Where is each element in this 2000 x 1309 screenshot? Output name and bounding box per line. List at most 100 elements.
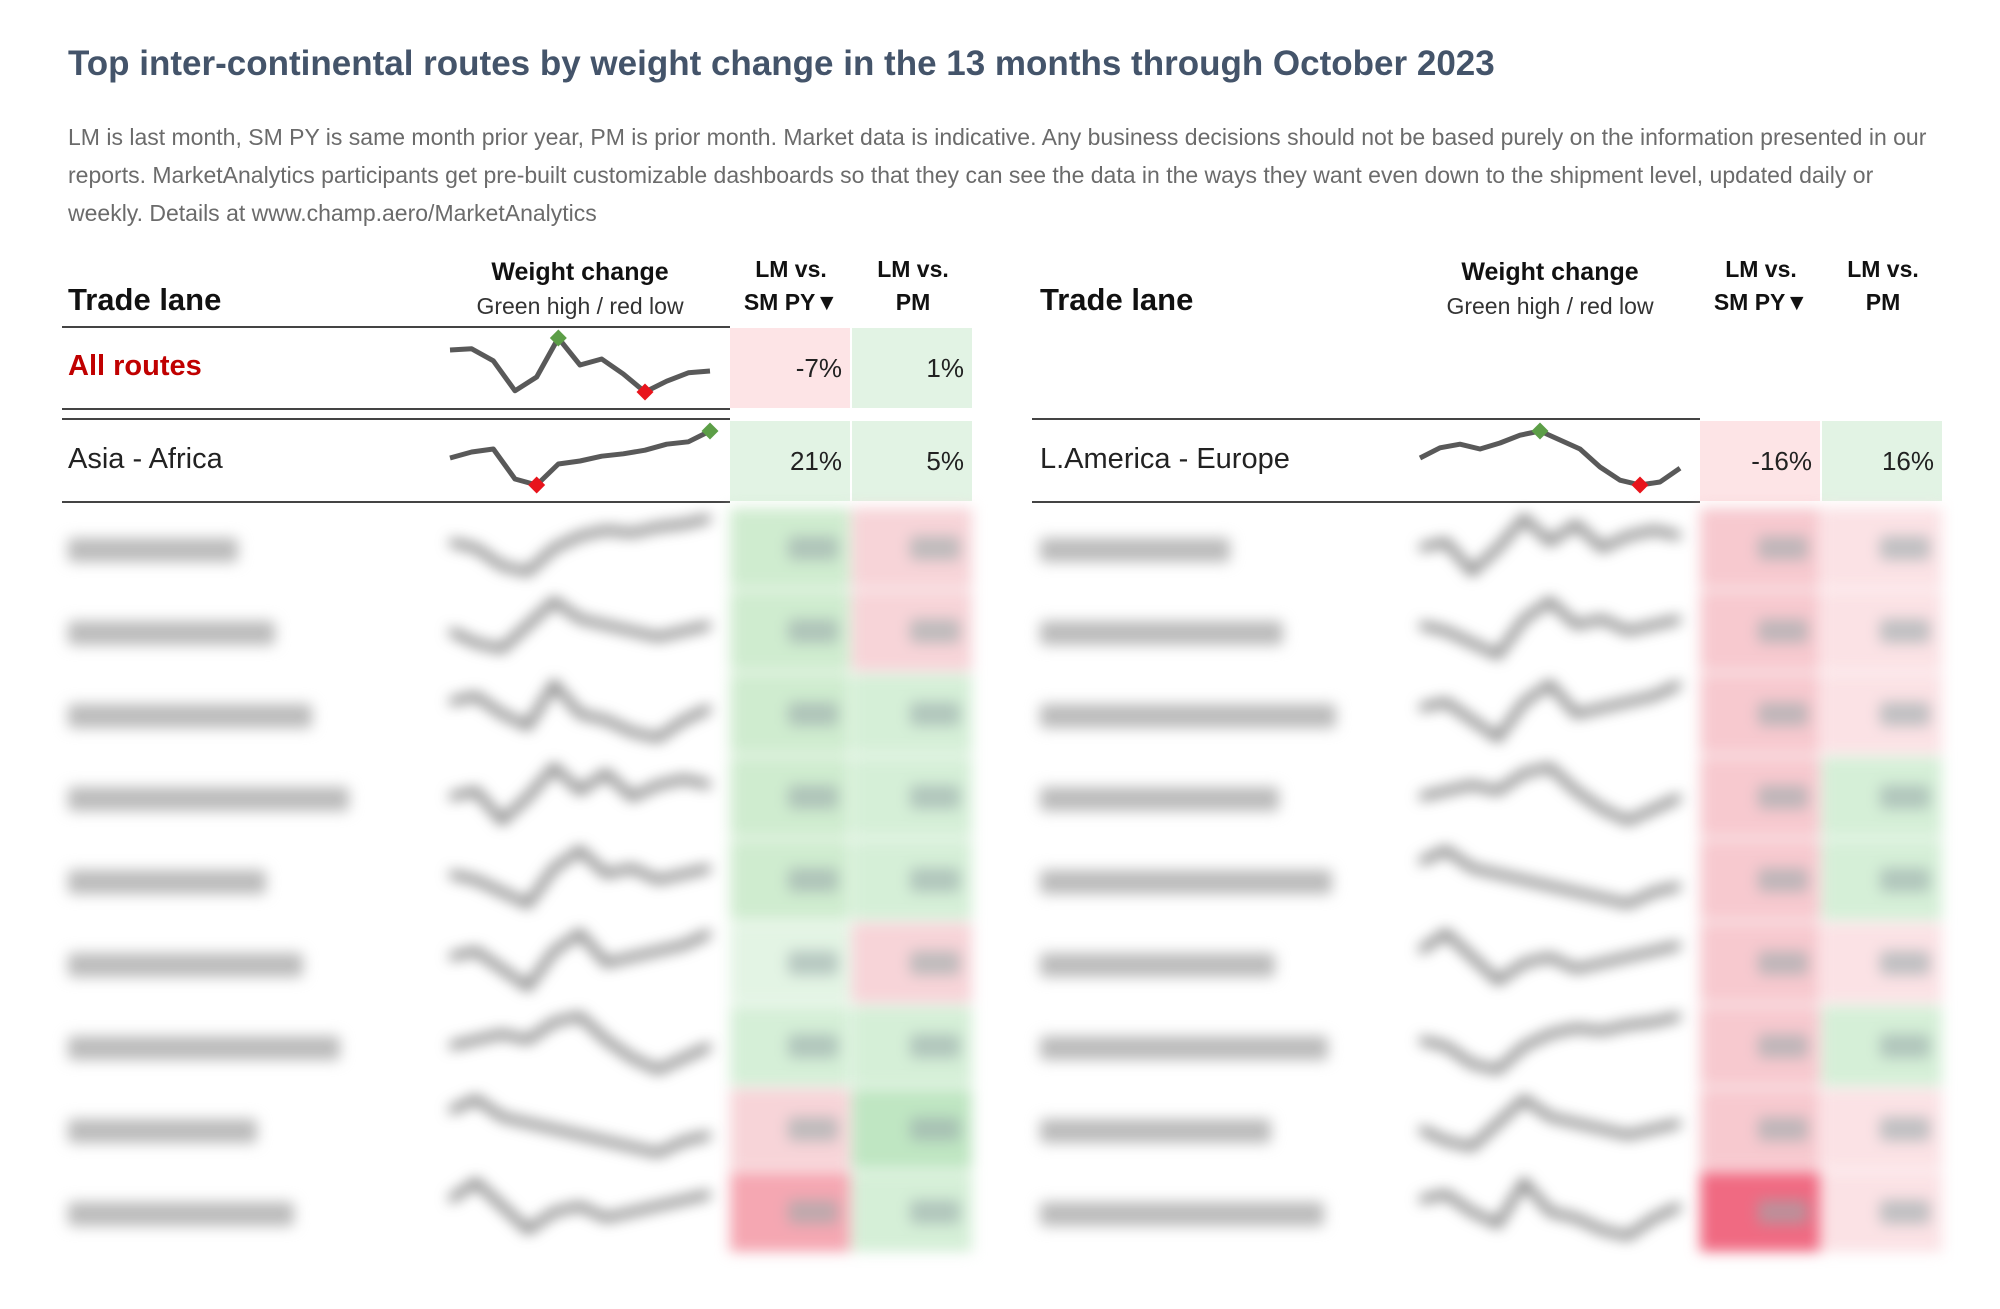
blurred-cell-value (1880, 951, 1930, 975)
chart-description: LM is last month, SM PY is same month pr… (68, 124, 1927, 226)
blurred-cell-value (1880, 868, 1930, 892)
right-trade-lane-header: Trade lane (1040, 282, 1194, 317)
blurred-cell (852, 1172, 972, 1252)
blurred-sparkline-line (1419, 763, 1682, 825)
blurred-sparkline (448, 1178, 711, 1234)
blurred-cell (1822, 923, 1942, 1003)
blurred-sparkline (449, 846, 711, 908)
blurred-sparkline-line (449, 846, 711, 908)
right-weight-change-title: Weight change (1461, 258, 1639, 286)
left-weight-change-subtitle: Green high / red low (476, 293, 684, 319)
cell-all-routes-lm-vs-pm: 1% (852, 328, 972, 408)
blurred-cell-value (788, 1034, 838, 1058)
blurred-cell-value (1758, 951, 1808, 975)
blurred-cell-value (1758, 1117, 1808, 1141)
right-lm-vs-smpy-line2: SM PY▼ (1713, 289, 1809, 315)
blurred-cell-value (1880, 1200, 1930, 1224)
blurred-sparkline (1418, 929, 1681, 985)
blurred-text (1040, 787, 1279, 811)
left-weight-change-title: Weight change (491, 258, 669, 286)
blurred-cell (730, 1006, 850, 1086)
blurred-cell-value (1758, 702, 1808, 726)
blurred-cell (730, 840, 850, 920)
blurred-sparkline-line (449, 929, 712, 992)
blurred-sparkline (1418, 846, 1681, 908)
blurred-text (68, 538, 238, 562)
blurred-sparkline-line (1419, 680, 1682, 743)
blurred-cell (852, 508, 972, 588)
blurred-cell (730, 674, 850, 754)
blurred-cell-value (910, 702, 960, 726)
blurred-text (1040, 621, 1283, 645)
blurred-cell (1700, 923, 1820, 1003)
blurred-sparkline-line (1418, 929, 1681, 985)
blurred-text (1040, 870, 1332, 894)
left-lm-vs-smpy-line2: SM PY▼ (743, 289, 839, 315)
blurred-cell-value (1758, 868, 1808, 892)
blurred-text (1040, 1036, 1328, 1060)
blurred-cell (852, 1089, 972, 1169)
blurred-cell (1700, 1089, 1820, 1169)
blurred-cell-value (910, 868, 960, 892)
cell-all-routes-lm-vs-smpy: -7% (730, 328, 850, 408)
row-lane-latin-america-europe: L.America - Europe (1040, 443, 1290, 475)
blurred-text (1040, 538, 1230, 562)
blurred-text (1040, 1119, 1271, 1143)
blurred-cell (730, 591, 850, 671)
blurred-cell-value (788, 1117, 838, 1141)
blurred-sparkline-line (449, 515, 711, 576)
sparkline-row-0-line (449, 335, 711, 395)
blurred-text (68, 704, 312, 728)
blurred-cell-value (788, 702, 838, 726)
left-lm-vs-smpy-line1: LM vs. (755, 256, 827, 282)
blurred-sparkline-line (1418, 1095, 1681, 1151)
sparkline-latin-america-europe (1418, 422, 1682, 494)
blurred-sparkline-line (448, 1178, 711, 1234)
blurred-cell-value (910, 619, 960, 643)
blurred-cell (1822, 757, 1942, 837)
blurred-cell (1822, 1172, 1942, 1252)
blurred-cell (852, 1006, 972, 1086)
blurred-cell-value (788, 951, 838, 975)
blurred-cell-value (1880, 536, 1930, 560)
blurred-sparkline (1419, 763, 1682, 825)
blurred-sparkline (1419, 1013, 1681, 1074)
blurred-cell-value (1758, 785, 1808, 809)
sparkline-row-1-high-marker (701, 422, 719, 440)
right-lm-vs-pm-line1: LM vs. (1847, 256, 1919, 282)
chart-title: Top inter-continental routes by weight c… (68, 44, 1495, 83)
blurred-sparkline (449, 762, 711, 826)
blurred-sparkline-line (1419, 1176, 1682, 1240)
blurred-cell (730, 1089, 850, 1169)
all-routes-bottom-rule (62, 408, 730, 410)
blurred-cell (1822, 1006, 1942, 1086)
blurred-cell (1822, 591, 1942, 671)
blurred-sparkline-line (1419, 597, 1681, 659)
blurred-cell-value (1880, 1034, 1930, 1058)
blurred-cell-value (1880, 619, 1930, 643)
blurred-cell-value (1758, 619, 1808, 643)
row-lane-asia-africa: Asia - Africa (68, 443, 223, 475)
right-lm-vs-pm-line2: PM (1865, 289, 1901, 315)
blurred-sparkline-line (448, 597, 711, 653)
blurred-cell (852, 674, 972, 754)
la-europe-bottom-rule (1032, 501, 1700, 503)
cell-la-europe-lm-vs-smpy: -16% (1700, 421, 1820, 501)
right-lm-vs-smpy-header: LM vs. SM PY▼ (1700, 253, 1822, 319)
blurred-cell-value (1758, 1200, 1808, 1224)
blurred-cell-value (1880, 702, 1930, 726)
row-lane-all-routes: All routes (68, 350, 202, 382)
blurred-cell (1822, 840, 1942, 920)
blurred-sparkline (449, 678, 712, 742)
sparkline-all-routes (449, 329, 711, 401)
blurred-cell (1822, 1089, 1942, 1169)
blurred-sparkline (1418, 1095, 1681, 1151)
blurred-cell (1700, 1006, 1820, 1086)
blurred-text (68, 953, 303, 977)
right-weight-change-subtitle: Green high / red low (1446, 293, 1654, 319)
blurred-cell-value (910, 1117, 960, 1141)
la-europe-top-rule (1032, 418, 1700, 420)
left-trade-lane-header: Trade lane (68, 282, 222, 317)
blurred-cell (852, 591, 972, 671)
blurred-cell (1700, 1172, 1820, 1252)
